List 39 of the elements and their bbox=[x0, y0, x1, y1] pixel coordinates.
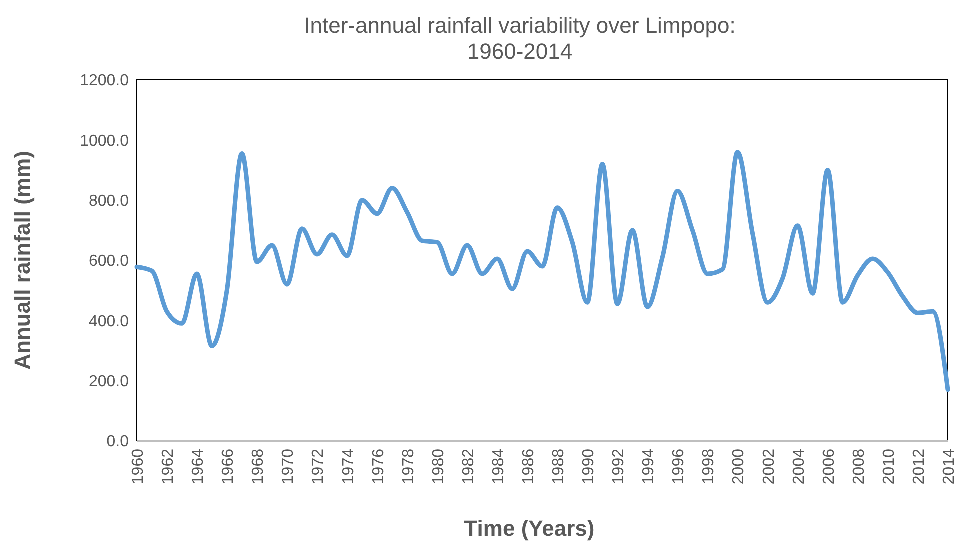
x-tick-label: 1986 bbox=[520, 448, 538, 485]
x-tick-label: 1964 bbox=[190, 448, 208, 485]
x-tick-label: 1962 bbox=[160, 448, 178, 485]
y-tick-label: 800.0 bbox=[88, 192, 130, 210]
x-tick-label: 2014 bbox=[941, 448, 958, 485]
y-tick-label: 1000.0 bbox=[80, 132, 130, 150]
x-tick-label: 1982 bbox=[460, 448, 478, 485]
y-axis-title: Annuall rainfall (mm) bbox=[10, 151, 35, 370]
x-axis-title: Time (Years) bbox=[464, 516, 595, 541]
x-tick-label: 2006 bbox=[820, 448, 838, 485]
x-tick-label: 2010 bbox=[880, 448, 898, 485]
y-tick-label: 400.0 bbox=[88, 313, 130, 330]
x-tick-label: 2000 bbox=[730, 448, 748, 485]
x-tick-label: 1990 bbox=[580, 448, 598, 485]
x-tick-label: 1994 bbox=[640, 448, 658, 485]
x-tick-label: 1988 bbox=[550, 448, 568, 485]
chart-title: Inter-annual rainfall variability over Limpopo: 1960-2014 bbox=[304, 13, 736, 64]
y-tick-label: 1200.0 bbox=[80, 72, 130, 90]
x-tick-label: 1980 bbox=[430, 448, 448, 485]
x-tick-label: 2012 bbox=[910, 448, 928, 485]
x-tick-label: 1978 bbox=[400, 448, 418, 485]
x-tick-label: 2002 bbox=[760, 448, 778, 485]
y-tick-label: 0.0 bbox=[106, 434, 130, 451]
x-tick-label: 1976 bbox=[370, 448, 388, 485]
x-tick-label: 1966 bbox=[220, 448, 238, 485]
x-tick-label: 2008 bbox=[850, 448, 868, 485]
x-tick-label: 1960 bbox=[130, 448, 147, 485]
x-tick-label: 1998 bbox=[700, 448, 718, 485]
x-tick-label: 1996 bbox=[670, 448, 688, 485]
x-tick-label: 2004 bbox=[790, 448, 808, 485]
y-tick-label: 600.0 bbox=[88, 253, 130, 270]
x-tick-label: 1974 bbox=[340, 448, 358, 485]
line-series bbox=[134, 150, 950, 392]
x-tick-label: 1992 bbox=[610, 448, 628, 485]
x-tick-label: 1984 bbox=[490, 448, 508, 485]
x-tick-label: 1972 bbox=[310, 448, 328, 485]
x-tick-label: 1970 bbox=[280, 448, 298, 485]
x-tick-label: 1968 bbox=[250, 448, 268, 485]
y-tick-label: 200.0 bbox=[88, 373, 130, 390]
